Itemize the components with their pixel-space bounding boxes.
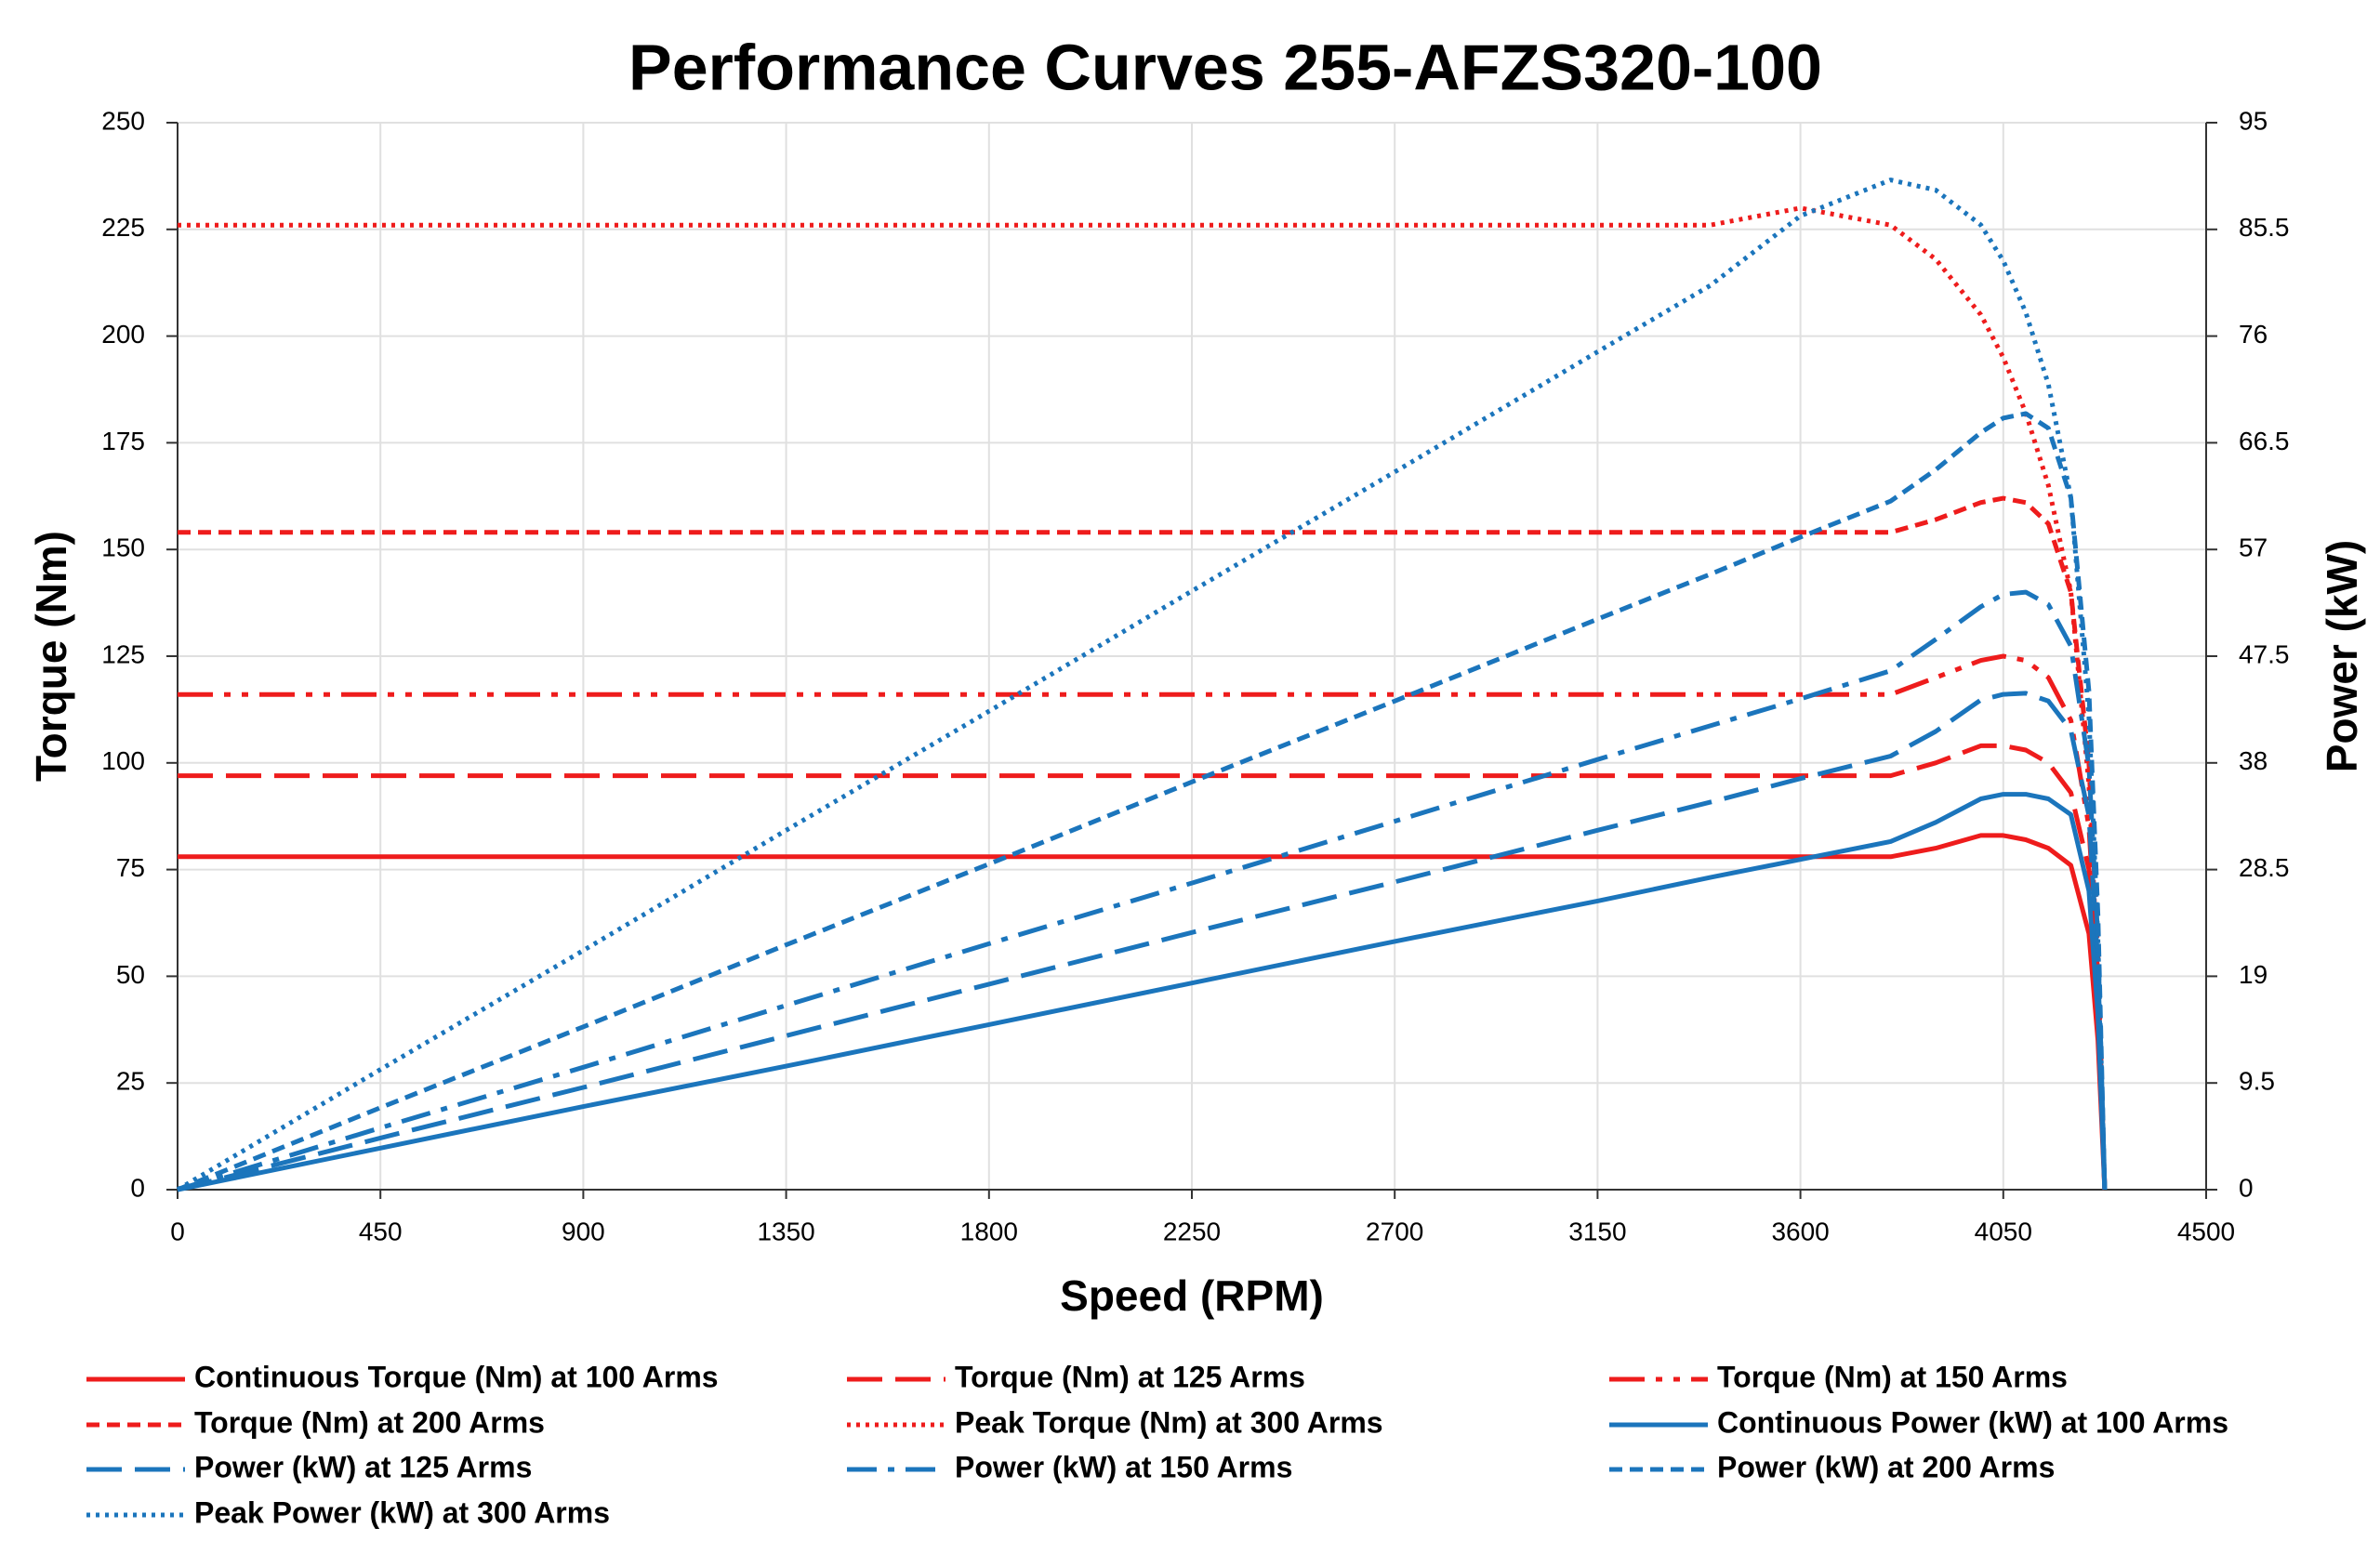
x-tick-label: 900 (562, 1217, 605, 1245)
series-line (177, 589, 2108, 1192)
x-tick-label: 3600 (1771, 1217, 1829, 1245)
legend-label: Power (kW) at 150 Arms (955, 1450, 1292, 1483)
x-tick-label: 4500 (2177, 1217, 2235, 1245)
series-line (176, 178, 2108, 1192)
y2-tick-label: 38 (2239, 746, 2268, 775)
y2-tick-label: 57 (2239, 533, 2268, 562)
x-tick-label: 0 (170, 1217, 185, 1245)
series-line (178, 743, 2108, 1191)
y-tick-label: 125 (101, 639, 145, 668)
y2-tick-label: 0 (2239, 1173, 2254, 1202)
y-tick-label: 250 (101, 106, 145, 135)
legend-label: Torque (Nm) at 150 Arms (1717, 1360, 2068, 1393)
series-line (178, 205, 2108, 1191)
series-line (178, 653, 2108, 1191)
y-tick-label: 175 (101, 427, 145, 455)
x-tick-label: 2250 (1163, 1217, 1221, 1245)
y2-tick-label: 95 (2239, 106, 2268, 135)
legend-label: Continuous Power (kW) at 100 Arms (1717, 1405, 2228, 1439)
x-tick-label: 450 (359, 1217, 403, 1245)
y2-tick-label: 19 (2239, 960, 2268, 989)
legend-label: Continuous Torque (Nm) at 100 Arms (194, 1360, 719, 1393)
series-line (178, 495, 2108, 1191)
y-tick-label: 0 (130, 1173, 145, 1202)
y-tick-label: 150 (101, 533, 145, 562)
x-tick-label: 3150 (1568, 1217, 1626, 1245)
x-tick-label: 4050 (1975, 1217, 2032, 1245)
legend-label: Peak Torque (Nm) at 300 Arms (955, 1405, 1383, 1439)
series-line (177, 411, 2108, 1192)
legend-label: Peak Power (kW) at 300 Arms (194, 1495, 610, 1529)
x-axis-title: Speed (RPM) (1060, 1271, 1324, 1320)
y-tick-label: 50 (116, 960, 145, 989)
series-line (177, 691, 2108, 1192)
y-tick-label: 200 (101, 320, 145, 349)
y2-tick-label: 85.5 (2239, 213, 2290, 242)
y-tick-label: 225 (101, 213, 145, 242)
series-line (178, 833, 2108, 1191)
legend-label: Power (kW) at 200 Arms (1717, 1450, 2055, 1483)
y-tick-label: 75 (116, 853, 145, 882)
legend-label: Torque (Nm) at 200 Arms (194, 1405, 545, 1439)
y2-tick-label: 76 (2239, 320, 2268, 349)
y2-tick-label: 28.5 (2239, 853, 2290, 882)
y2-tick-label: 47.5 (2239, 639, 2290, 668)
y-tick-label: 100 (101, 746, 145, 775)
x-tick-label: 2700 (1366, 1217, 1423, 1245)
y-tick-label: 25 (116, 1067, 145, 1096)
chart-title: Performance Curves 255-AFZS320-100 (628, 31, 1822, 103)
series-line (177, 792, 2108, 1192)
x-tick-label: 1350 (757, 1217, 814, 1245)
y2-tick-label: 66.5 (2239, 427, 2290, 455)
legend-label: Power (kW) at 125 Arms (194, 1450, 532, 1483)
legend-label: Torque (Nm) at 125 Arms (955, 1360, 1305, 1393)
x-tick-label: 1800 (960, 1217, 1018, 1245)
y2-axis-title: Power (kW) (2318, 540, 2366, 772)
y2-tick-label: 9.5 (2239, 1067, 2275, 1096)
y-axis-title: Torque (Nm) (27, 531, 75, 782)
